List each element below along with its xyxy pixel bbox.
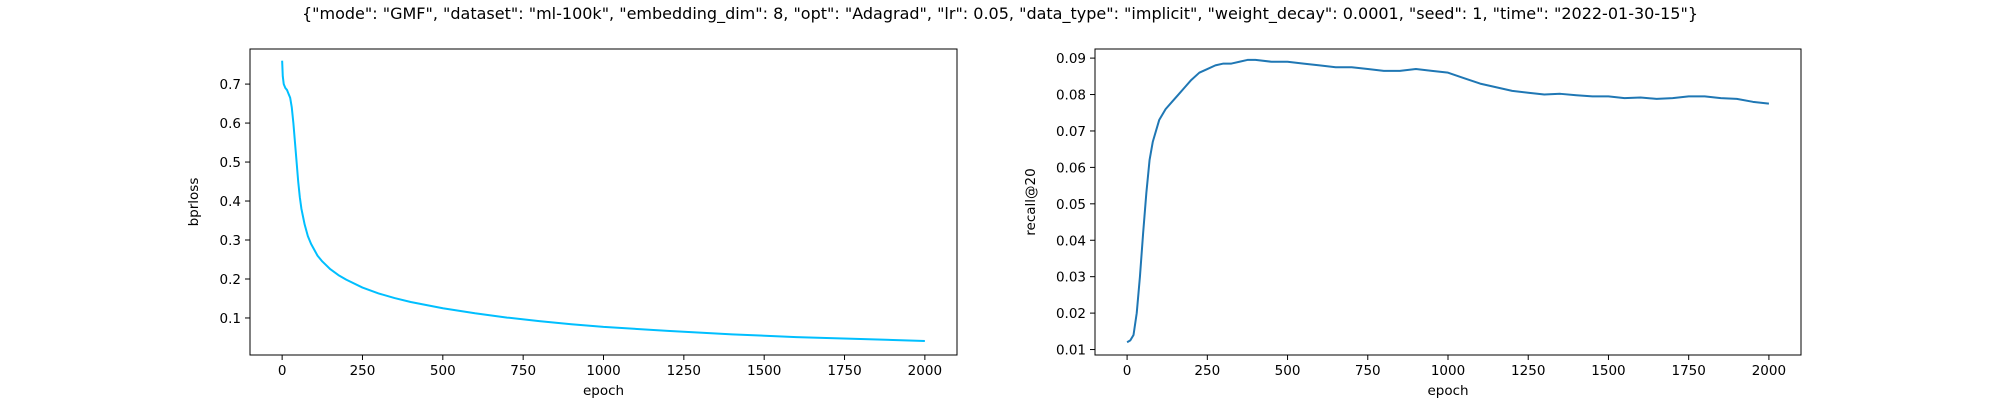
y-tick-label: 0.01 (1056, 343, 1086, 359)
axes-frame-recall (1094, 48, 1802, 356)
x-tick-label: 2000 (908, 363, 942, 379)
plot-bprloss: 0 250 500 750 1000 1250 1500 1750 2000 0.1 0.2 0.3 0… (186, 48, 958, 399)
x-tick-label: 1000 (1431, 363, 1465, 379)
axes-frame-bprloss (249, 48, 958, 356)
x-tick-label: 750 (510, 363, 536, 379)
x-tick-label: 500 (430, 363, 456, 379)
y-tick-label: 0.2 (220, 272, 241, 288)
x-axis-label-recall: epoch (1427, 383, 1468, 399)
y-tick-label: 0.1 (220, 311, 241, 327)
y-tick-label: 0.4 (220, 194, 241, 210)
series-line-recall (1126, 58, 1770, 344)
x-tick-label: 250 (350, 363, 376, 379)
y-axis-label-bprloss: bprloss (186, 178, 202, 227)
y-tick-label: 0.08 (1056, 88, 1086, 104)
y-tick-label: 0.5 (220, 155, 241, 171)
y-tick-label: 0.03 (1056, 270, 1086, 286)
y-tick-label: 0.09 (1056, 51, 1086, 67)
y-tick-label: 0.06 (1056, 160, 1086, 176)
x-tick-label: 2000 (1752, 363, 1786, 379)
series-line-bprloss (281, 60, 925, 342)
x-tick-label: 250 (1194, 363, 1220, 379)
plot-recall: 0 250 500 750 1000 1250 1500 1750 2000 0.01 0.02 0.… (1023, 48, 1802, 399)
x-tick-label: 500 (1275, 363, 1301, 379)
y-tick-label: 0.6 (220, 116, 241, 132)
x-tick-label: 1250 (1511, 363, 1545, 379)
figure-title: {"mode": "GMF", "dataset": "ml-100k", "e… (301, 4, 1698, 23)
x-tick-label: 0 (278, 363, 287, 379)
x-tick-label: 1250 (667, 363, 701, 379)
y-tick-label: 0.04 (1056, 233, 1086, 249)
x-tick-label: 1500 (747, 363, 781, 379)
x-tick-label: 1500 (1591, 363, 1625, 379)
y-tick-label: 0.05 (1056, 197, 1086, 213)
y-tick-label: 0.7 (220, 77, 241, 93)
x-tick-label: 1750 (827, 363, 861, 379)
y-axis-label-recall: recall@20 (1023, 168, 1039, 235)
x-tick-label: 1000 (586, 363, 620, 379)
y-tick-label: 0.07 (1056, 124, 1086, 140)
x-tick-label: 0 (1123, 363, 1132, 379)
x-tick-label: 750 (1355, 363, 1381, 379)
y-tick-label: 0.3 (220, 233, 241, 249)
x-axis-label-bprloss: epoch (583, 383, 624, 399)
y-tick-label: 0.02 (1056, 306, 1086, 322)
x-tick-label: 1750 (1672, 363, 1706, 379)
